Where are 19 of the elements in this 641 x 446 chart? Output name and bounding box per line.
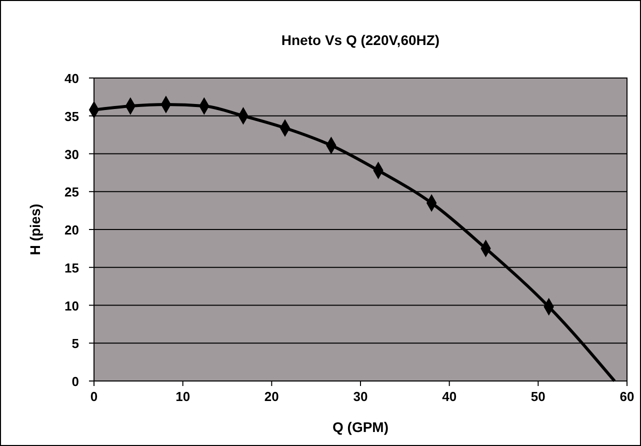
y-tick-label: 25 <box>64 184 79 200</box>
y-tick-label: 40 <box>64 71 79 86</box>
x-tick-label: 20 <box>264 389 279 404</box>
x-tick-label: 60 <box>620 389 634 404</box>
x-tick-label: 0 <box>90 389 98 404</box>
chart-title: Hneto Vs Q (220V,60HZ) <box>281 32 440 48</box>
y-tick-label: 20 <box>64 222 79 238</box>
y-tick-label: 35 <box>64 108 79 124</box>
x-tick-label: 40 <box>442 389 457 404</box>
x-axis-title: Q (GPM) <box>332 419 388 435</box>
y-tick-label: 15 <box>64 260 79 276</box>
y-axis-title: H (pies) <box>27 204 43 256</box>
x-tick-label: 30 <box>353 389 368 404</box>
x-tick-label: 50 <box>530 389 546 404</box>
y-tick-label: 30 <box>64 146 79 162</box>
y-tick-label: 5 <box>72 336 79 352</box>
x-tick-label: 10 <box>176 389 190 404</box>
y-tick-label: 10 <box>64 298 79 314</box>
y-tick-label: 0 <box>72 374 79 389</box>
